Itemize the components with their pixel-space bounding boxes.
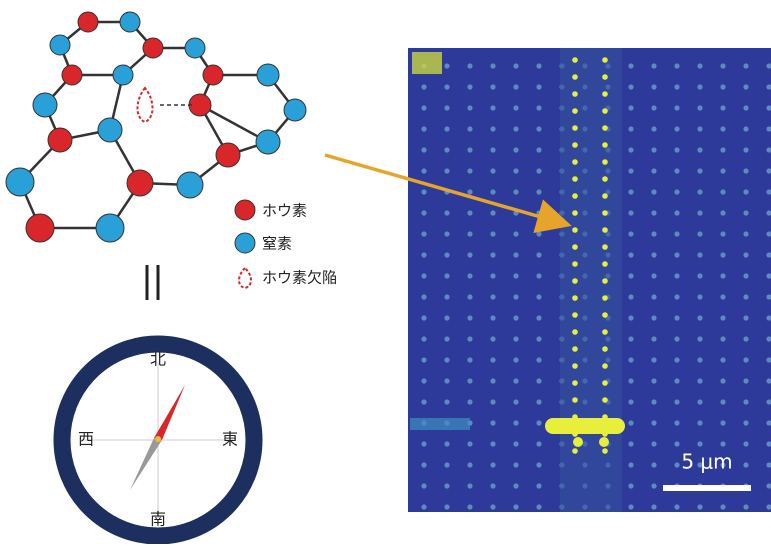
compass-label: 西	[78, 430, 94, 449]
equivalence-sign	[147, 265, 158, 300]
legend-label: ホウ素	[262, 202, 307, 220]
compass-label: 東	[222, 430, 238, 449]
compass-label: 北	[150, 350, 166, 369]
legend-label: 窒素	[262, 235, 292, 253]
figure: ホウ素 窒素 ホウ素欠陥 北 西 東 南 5 μm	[0, 0, 771, 544]
legend: ホウ素 窒素 ホウ素欠陥	[235, 200, 337, 288]
legend-label: ホウ素欠陥	[262, 269, 337, 287]
compass: 北 西 東 南	[62, 344, 254, 536]
scale-bar-label: 5 μm	[681, 450, 732, 474]
atoms	[6, 12, 306, 242]
scale-bar	[663, 485, 751, 491]
microscope-image: 5 μm	[408, 48, 771, 512]
compass-label: 南	[150, 510, 166, 529]
